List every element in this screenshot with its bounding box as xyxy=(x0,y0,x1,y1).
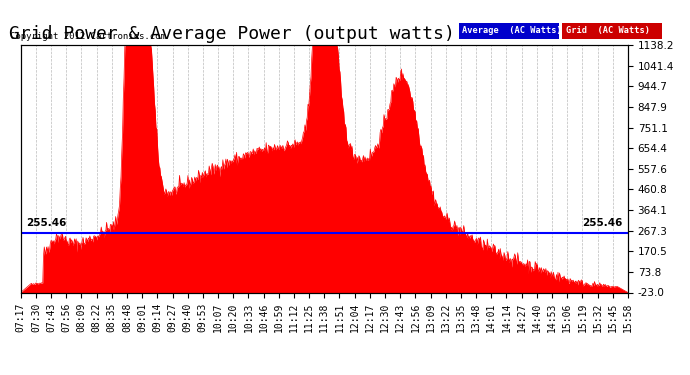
Text: 255.46: 255.46 xyxy=(26,217,67,228)
Text: Copyright 2012 Cartronics.com: Copyright 2012 Cartronics.com xyxy=(10,32,166,41)
Text: 255.46: 255.46 xyxy=(582,217,622,228)
Text: Average  (AC Watts): Average (AC Watts) xyxy=(462,26,562,36)
Text: Grid  (AC Watts): Grid (AC Watts) xyxy=(566,26,650,36)
Title: Grid Power & Average Power (output watts)  Thu Dec 6 16:09: Grid Power & Average Power (output watts… xyxy=(9,26,640,44)
